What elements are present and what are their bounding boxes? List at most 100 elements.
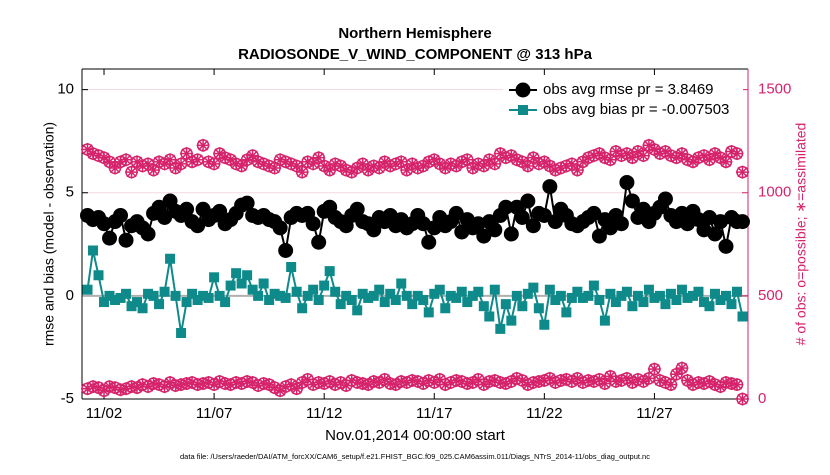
marker: [374, 284, 385, 295]
marker: [627, 301, 638, 312]
marker-star: [638, 150, 649, 161]
marker: [462, 297, 473, 308]
y2-axis-label: # of obs: o=possible; ∗=assimilated: [793, 123, 809, 346]
y-tick-label: -5: [61, 390, 74, 407]
marker-star: [489, 158, 500, 170]
marker: [570, 163, 584, 177]
marker-star: [731, 379, 743, 390]
marker: [624, 193, 640, 209]
marker-star: [142, 158, 154, 170]
marker: [140, 226, 156, 242]
marker-star: [208, 158, 220, 170]
marker: [179, 201, 195, 217]
marker: [445, 290, 456, 301]
marker-star: [429, 154, 440, 165]
marker-star: [214, 148, 225, 159]
marker: [143, 288, 154, 299]
marker: [396, 278, 407, 289]
marker: [412, 290, 423, 301]
marker: [253, 290, 264, 301]
marker: [704, 301, 715, 312]
marker: [715, 295, 726, 305]
marker-star: [649, 144, 660, 155]
marker: [278, 243, 294, 258]
marker: [660, 299, 671, 310]
marker-star: [120, 154, 132, 165]
marker-star: [175, 158, 187, 170]
marker-star: [126, 166, 137, 178]
marker: [735, 165, 749, 179]
marker: [366, 222, 382, 238]
marker: [434, 284, 445, 295]
marker-star: [269, 382, 280, 393]
marker: [693, 286, 704, 297]
marker-star: [643, 140, 655, 151]
marker: [247, 284, 258, 295]
marker-star: [566, 158, 577, 170]
marker: [137, 303, 148, 314]
marker: [269, 288, 280, 299]
marker: [297, 303, 308, 314]
x-tick-label: 11/22: [526, 405, 562, 422]
marker: [368, 290, 379, 301]
legend-label: obs avg rmse pr = 3.8469: [543, 81, 714, 98]
marker: [352, 305, 363, 316]
marker: [148, 290, 159, 301]
marker: [599, 315, 610, 326]
marker: [489, 284, 500, 295]
marker: [93, 270, 104, 281]
marker-star: [643, 373, 655, 384]
marker: [246, 376, 260, 389]
marker: [385, 288, 396, 299]
y2-tick-label: 1500: [758, 81, 791, 98]
marker-star: [709, 148, 721, 159]
marker-star: [434, 158, 445, 170]
marker: [664, 378, 678, 392]
marker: [632, 290, 643, 301]
marker: [324, 266, 335, 277]
marker-star: [698, 150, 710, 161]
marker-star: [660, 146, 671, 157]
marker: [312, 151, 326, 165]
marker: [113, 207, 129, 223]
marker-star: [594, 374, 605, 385]
marker: [521, 159, 535, 173]
marker: [734, 214, 750, 230]
marker: [305, 216, 321, 232]
marker-star: [610, 146, 622, 157]
marker: [473, 286, 484, 297]
marker: [511, 290, 522, 301]
marker: [99, 297, 110, 308]
y-tick-label: 10: [57, 81, 74, 98]
marker-star: [544, 160, 555, 172]
marker-star: [170, 162, 181, 174]
marker: [731, 286, 742, 297]
marker: [572, 286, 583, 297]
marker: [88, 245, 99, 256]
marker: [517, 301, 528, 312]
marker: [220, 297, 231, 308]
marker: [522, 288, 533, 299]
marker-star: [319, 160, 330, 172]
marker-star: [467, 162, 478, 174]
marker: [335, 299, 346, 310]
marker-star: [352, 162, 363, 174]
marker: [610, 297, 621, 308]
marker-star: [418, 160, 429, 172]
marker-star: [506, 150, 517, 161]
marker: [654, 290, 665, 301]
marker: [613, 216, 629, 232]
marker-star: [357, 158, 368, 170]
marker-star: [98, 385, 110, 396]
marker: [484, 311, 495, 322]
marker: [539, 319, 550, 330]
marker: [242, 270, 253, 281]
marker-star: [687, 156, 699, 167]
marker: [295, 165, 309, 179]
marker-star: [484, 154, 495, 165]
marker: [518, 105, 528, 115]
marker: [264, 295, 275, 305]
marker-star: [649, 363, 660, 375]
marker-star: [671, 152, 682, 163]
